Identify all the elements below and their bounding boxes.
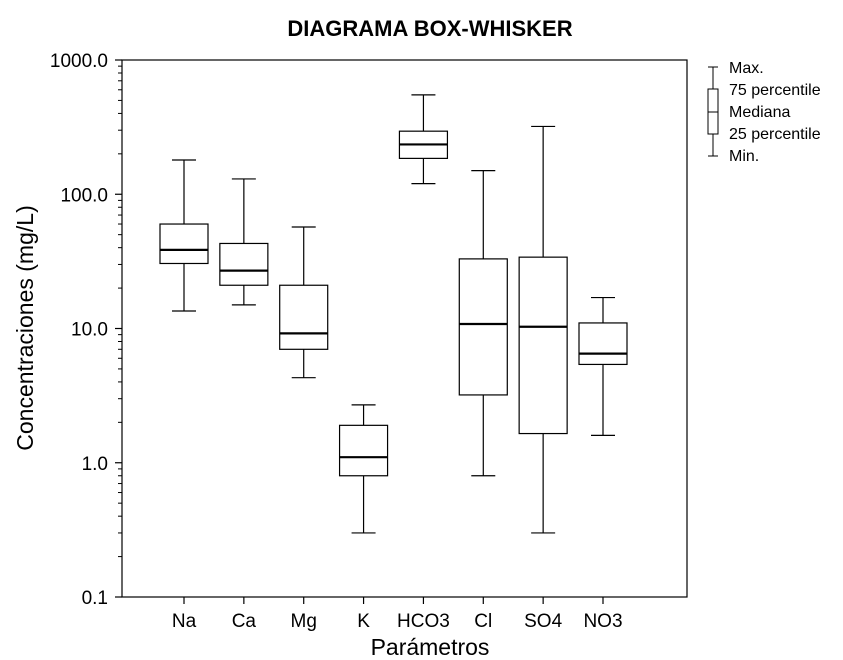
x-tick-label: HCO3	[397, 611, 450, 632]
legend-box-glyph	[707, 66, 719, 157]
legend-min-label: Min.	[729, 148, 759, 165]
legend-max-label: Max.	[729, 60, 764, 77]
box-iqr	[338, 424, 389, 477]
x-tick-label: Na	[172, 611, 197, 632]
box-iqr	[219, 242, 269, 286]
x-tick-label: Cl	[474, 611, 492, 632]
x-tick-label: Mg	[291, 611, 317, 632]
legend-q3-label: 75 percentile	[729, 82, 821, 99]
box-cl	[458, 170, 508, 477]
box-iqr	[578, 322, 628, 366]
x-axis: Na Ca Mg K HCO3 Cl SO4 NO3	[172, 597, 623, 632]
box-no3	[578, 296, 628, 436]
legend: Max. 75 percentile Mediana 25 percentile…	[707, 60, 821, 165]
y-tick-label: 10.0	[71, 320, 108, 341]
y-axis-label: Concentraciones (mg/L)	[12, 205, 38, 450]
boxes-group	[159, 94, 628, 534]
chart-title: DIAGRAMA BOX-WHISKER	[287, 16, 572, 41]
box-na	[159, 159, 209, 312]
y-tick-label: 1.0	[82, 454, 108, 475]
x-axis-label: Parámetros	[371, 634, 490, 660]
x-tick-label: K	[357, 611, 370, 632]
box-mg	[279, 226, 329, 379]
box-iqr	[458, 258, 508, 396]
y-tick-label: 100.0	[60, 185, 108, 206]
legend-median-label: Mediana	[729, 104, 790, 121]
y-axis: 0.1 1.0 10.0 100.0 1000.0	[50, 51, 122, 609]
y-tick-label: 1000.0	[50, 51, 108, 72]
box-iqr	[279, 284, 329, 350]
box-iqr	[518, 256, 568, 435]
x-tick-label: NO3	[583, 611, 622, 632]
x-tick-label: Ca	[232, 611, 257, 632]
box-so4	[518, 125, 568, 534]
box-ca	[219, 178, 269, 306]
box-k	[338, 404, 389, 534]
legend-q1-label: 25 percentile	[729, 126, 821, 143]
x-tick-label: SO4	[524, 611, 562, 632]
y-tick-label: 0.1	[82, 588, 108, 609]
box-hco3	[398, 94, 449, 185]
box-iqr	[159, 223, 209, 265]
